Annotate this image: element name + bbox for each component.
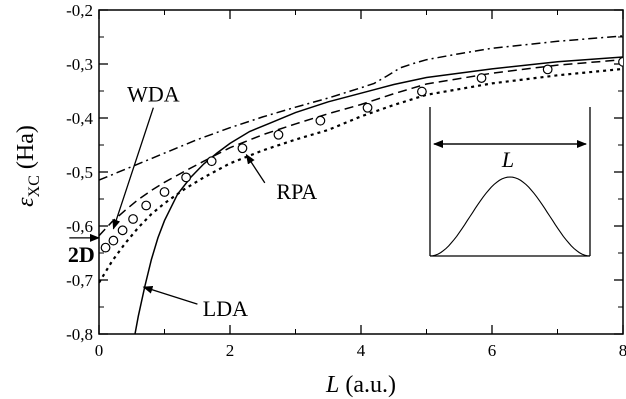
annotation-wda: WDA: [127, 82, 180, 107]
inset-label: L: [501, 147, 514, 172]
y-tick-label: -0,5: [66, 163, 93, 182]
inset-bell-curve: [429, 176, 591, 257]
data-point-marker: [362, 102, 373, 113]
annotation-lda: LDA: [203, 296, 248, 321]
data-point-marker: [273, 129, 284, 140]
x-tick-label: 6: [488, 341, 497, 360]
y-tick-label: -0,4: [66, 109, 93, 128]
annotation-2d: 2D: [68, 242, 95, 267]
x-tick-label: 8: [619, 341, 626, 360]
inset-diagram: L: [429, 107, 591, 257]
annotation-arrow-rpa: [245, 153, 266, 184]
annotation-arrow-lda: [142, 285, 198, 305]
data-point-marker: [159, 187, 170, 197]
y-tick-label: -0,7: [66, 271, 93, 290]
data-point-marker: [315, 115, 326, 126]
x-axis-variable: L: [325, 372, 339, 398]
y-axis-subscript: XC: [26, 175, 43, 197]
data-point-marker: [618, 56, 623, 67]
data-point-marker: [237, 143, 248, 154]
x-tick-label: 4: [357, 341, 366, 360]
annotation-rpa: RPA: [276, 179, 317, 204]
y-tick-label: -0,2: [66, 1, 93, 20]
y-axis-variable: ε: [13, 197, 39, 207]
series-line-lda: [134, 56, 623, 334]
data-point-marker: [141, 200, 152, 211]
data-point-marker: [100, 242, 111, 253]
x-axis-unit: (a.u.): [339, 372, 396, 398]
data-point-marker: [542, 64, 553, 75]
y-tick-label: -0,8: [66, 325, 93, 344]
data-point-marker: [417, 86, 427, 97]
plot-area: 0 2 4 6 8 -0,2 -0,3 -0,4 -0,5 -0,6 -0,7 -0,8 L (a.u.…: [13, 1, 626, 398]
data-point-marker: [206, 156, 217, 167]
series-line-wda: [99, 58, 623, 237]
data-point-marker: [128, 214, 138, 224]
y-tick-label: -0,6: [66, 217, 93, 236]
y-axis-unit: (Ha): [13, 125, 39, 175]
y-tick-label: -0,3: [66, 55, 93, 74]
x-axis-label: L (a.u.): [325, 372, 396, 398]
series-line-dashdot: [99, 35, 623, 181]
annotation-arrow-wda: [112, 107, 154, 230]
data-point-marker: [108, 235, 119, 246]
data-point-marker: [181, 172, 192, 183]
y-axis-label: εXC (Ha): [13, 125, 43, 207]
x-tick-label: 0: [95, 341, 104, 360]
plot-frame: [98, 9, 624, 335]
x-tick-label: 2: [226, 341, 235, 360]
series-group: [99, 35, 623, 334]
data-point-marker: [476, 73, 487, 83]
data-point-marker: [117, 225, 128, 236]
